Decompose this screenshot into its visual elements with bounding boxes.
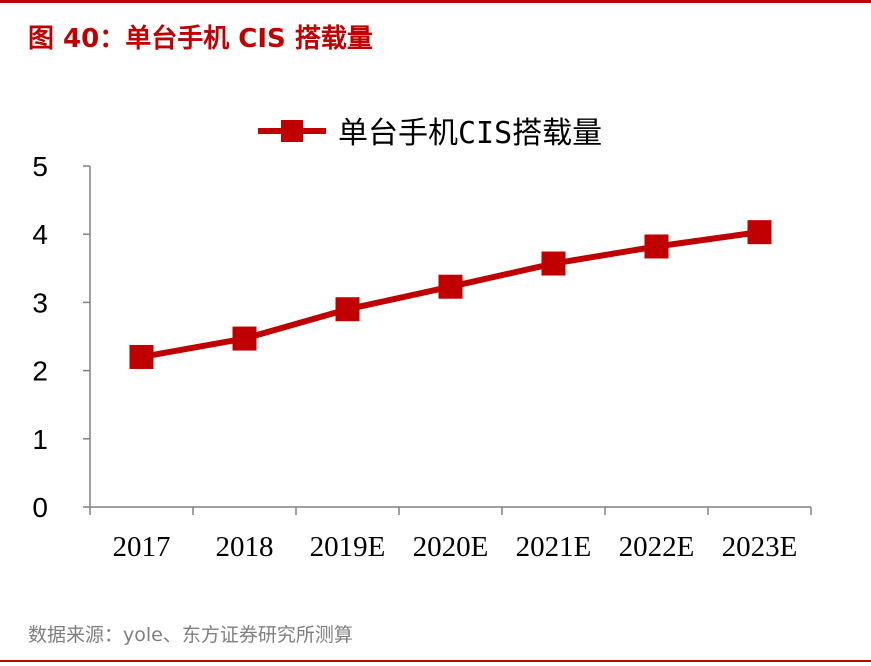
y-tick-label: 3 xyxy=(32,287,48,318)
x-tick-label: 2020E xyxy=(413,531,489,563)
x-tick-label: 2023E xyxy=(722,531,798,563)
data-point-marker xyxy=(438,274,463,299)
data-point-marker xyxy=(644,234,669,259)
y-tick-label: 2 xyxy=(32,356,48,387)
legend-label: 单台手机CIS搭载量 xyxy=(338,116,602,151)
series-group xyxy=(129,220,772,369)
y-tick-label: 4 xyxy=(32,219,48,250)
figure-title: 图 40：单台手机 CIS 搭载量 xyxy=(28,24,373,54)
x-tick-label: 2019E xyxy=(310,531,386,563)
data-point-marker xyxy=(541,251,566,276)
legend-marker xyxy=(281,120,303,142)
y-tick-label: 1 xyxy=(32,424,48,455)
source-note: 数据来源：yole、东方证券研究所测算 xyxy=(28,624,353,646)
data-point-marker xyxy=(335,297,360,322)
legend: 单台手机CIS搭载量 xyxy=(258,116,602,151)
line-chart: 单台手机CIS搭载量 0 1 2 3 4 5 2017 2018 2019E 2020E 2021E… xyxy=(32,116,812,563)
axes: 0 1 2 3 4 5 2017 2018 2019E 2020E 2021E 2022E 2023E xyxy=(32,151,812,563)
bottom-rule xyxy=(0,660,871,662)
y-tick-label: 5 xyxy=(32,151,48,182)
x-tick-label: 2022E xyxy=(619,531,695,563)
x-tick-label: 2018 xyxy=(216,531,274,563)
top-rule xyxy=(0,0,871,3)
data-point-marker xyxy=(129,344,154,369)
x-tick-label: 2021E xyxy=(516,531,592,563)
data-point-marker xyxy=(747,220,772,245)
data-point-marker xyxy=(232,326,257,351)
x-tick-label: 2017 xyxy=(113,531,171,563)
y-tick-label: 0 xyxy=(32,492,48,523)
